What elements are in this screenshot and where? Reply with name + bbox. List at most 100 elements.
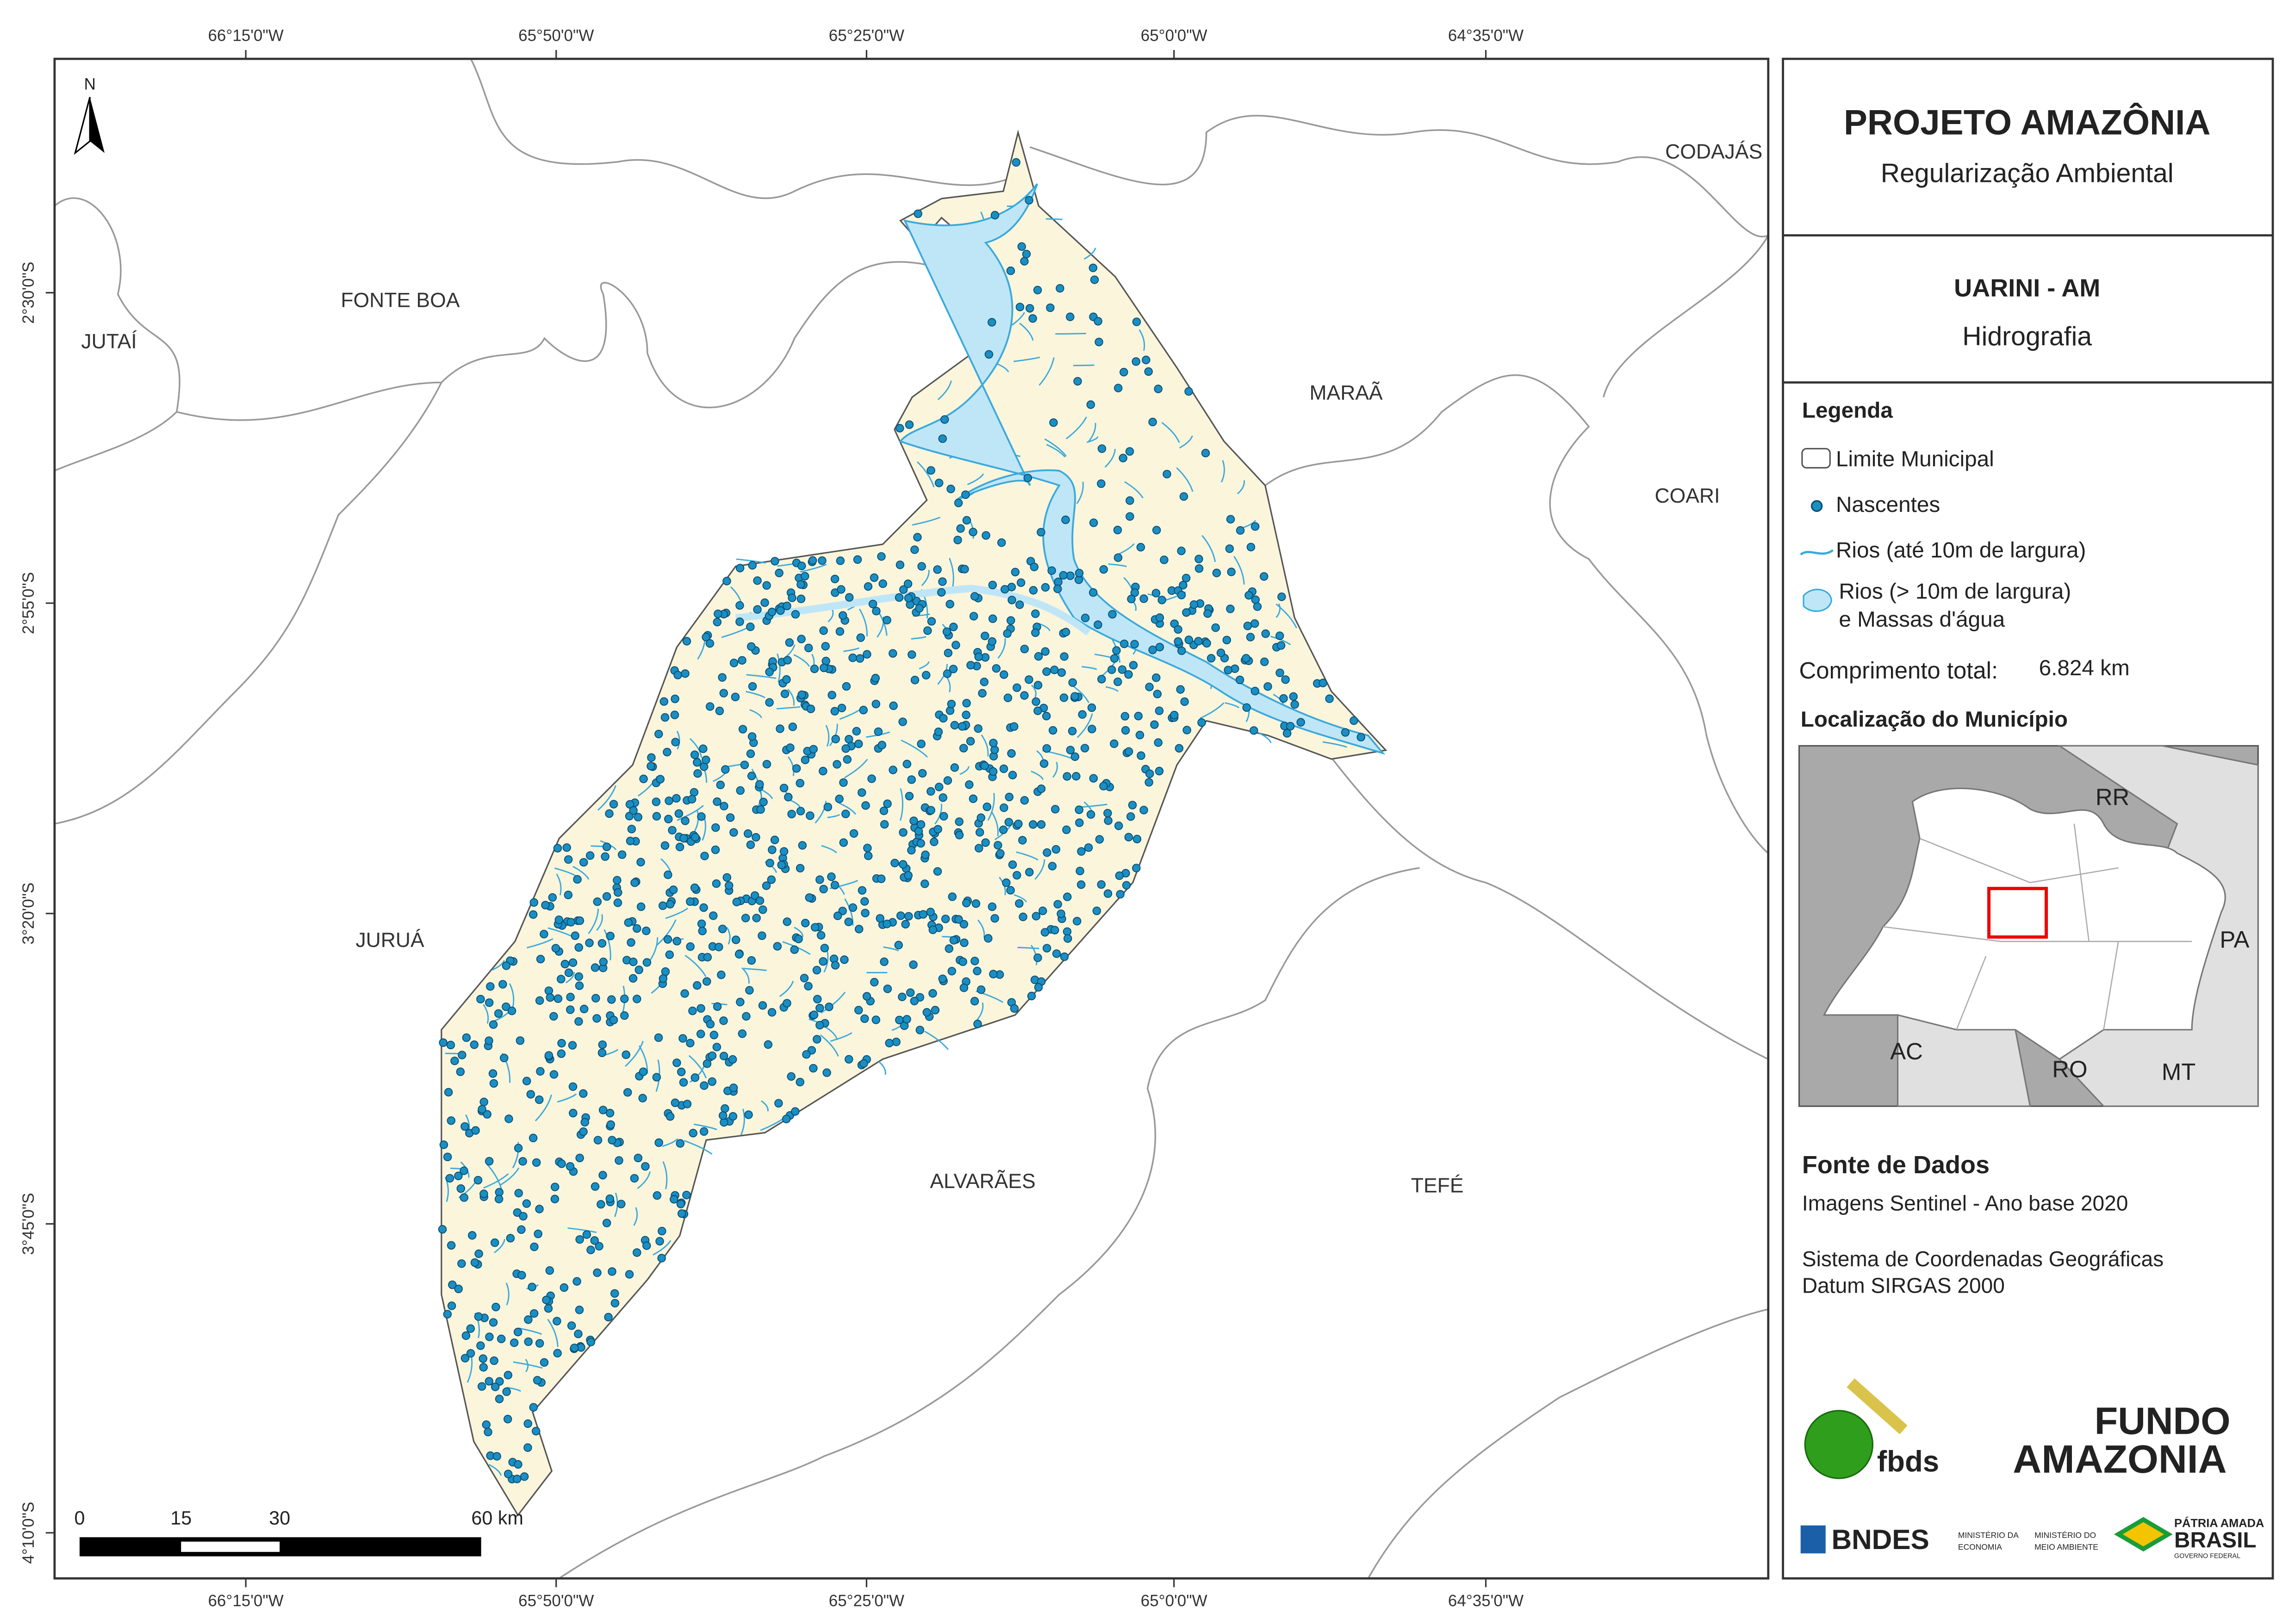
spring <box>1282 729 1292 738</box>
spring <box>1063 927 1072 936</box>
spring <box>546 993 554 1002</box>
spring <box>522 1199 531 1208</box>
spring <box>568 1041 577 1050</box>
spring <box>715 706 724 716</box>
spring <box>916 839 925 848</box>
spring <box>529 1403 538 1412</box>
spring <box>1120 367 1128 377</box>
spring <box>506 1234 515 1243</box>
spring <box>1194 637 1203 646</box>
spring <box>820 944 829 952</box>
spring <box>462 1033 471 1042</box>
spring <box>473 1176 483 1185</box>
spring <box>801 755 810 765</box>
spring <box>728 1055 737 1064</box>
spring <box>746 840 755 849</box>
spring <box>809 745 818 753</box>
spring <box>1179 581 1188 590</box>
spring <box>708 1077 716 1086</box>
logo-text: FUNDO <box>2095 1400 2231 1443</box>
spring <box>879 806 889 815</box>
spring <box>753 605 762 614</box>
spring <box>820 663 828 672</box>
spring <box>867 774 876 783</box>
spring <box>1020 691 1029 700</box>
spring <box>597 1048 607 1058</box>
spring <box>1112 646 1121 655</box>
spring <box>791 1107 800 1116</box>
spring <box>569 1108 578 1118</box>
spring <box>1029 586 1038 595</box>
total-value: 6.824 km <box>2039 656 2130 680</box>
spring <box>978 689 987 698</box>
spring <box>1092 906 1101 915</box>
spring <box>988 580 997 590</box>
spring <box>686 897 695 906</box>
spring <box>471 1126 480 1135</box>
legend-label: Rios (> 10m de largura) <box>1839 579 2071 604</box>
spring <box>461 1331 471 1340</box>
spring <box>973 966 982 976</box>
spring <box>690 833 700 842</box>
spring <box>1099 782 1108 790</box>
spring <box>759 797 768 807</box>
spring <box>976 985 986 994</box>
spring <box>586 1338 595 1346</box>
spring <box>591 994 600 1003</box>
spring <box>864 852 873 860</box>
spring <box>702 755 710 765</box>
spring <box>655 1237 664 1246</box>
spring <box>1157 596 1166 604</box>
spring <box>659 697 668 706</box>
spring <box>468 1231 477 1240</box>
spring <box>776 606 785 615</box>
spring <box>718 924 727 933</box>
spring <box>1251 595 1260 604</box>
spring <box>945 600 954 609</box>
north-label: N <box>84 75 96 93</box>
spring <box>764 1040 772 1049</box>
spring <box>1070 692 1079 701</box>
spring <box>1057 668 1066 677</box>
spring <box>1088 588 1098 597</box>
spring <box>746 749 755 758</box>
spring <box>535 996 544 1005</box>
spring <box>939 812 948 821</box>
coord-label-left: 4°10'0"S <box>19 1502 37 1564</box>
spring <box>916 820 926 829</box>
spring <box>624 918 633 927</box>
coord-label-bottom: 65°0'0"W <box>1141 1592 1207 1610</box>
spring <box>782 675 791 684</box>
spring <box>630 878 639 887</box>
spring <box>1134 712 1143 721</box>
spring <box>883 984 892 993</box>
spring <box>760 598 769 607</box>
spring <box>524 1315 533 1324</box>
spring <box>880 820 889 829</box>
spring <box>670 1195 678 1204</box>
spring <box>1088 725 1096 734</box>
spring <box>466 1324 475 1333</box>
spring <box>1107 665 1116 674</box>
spring <box>1116 890 1125 899</box>
spring <box>894 940 903 950</box>
spring <box>1113 677 1122 686</box>
spring <box>1114 384 1123 392</box>
spring <box>975 844 983 852</box>
spring <box>877 552 886 561</box>
spring <box>586 1245 595 1254</box>
spring <box>567 1321 576 1330</box>
spring <box>454 1171 463 1181</box>
spring <box>1155 766 1164 776</box>
spring <box>678 1034 687 1043</box>
spring <box>446 1040 455 1050</box>
spring <box>1037 820 1046 829</box>
spring <box>443 1152 452 1162</box>
spring <box>1152 526 1161 535</box>
spring <box>841 809 850 818</box>
spring <box>1027 991 1036 1001</box>
municipal-boundary <box>176 261 927 421</box>
spring <box>1034 983 1043 992</box>
scale-label: 60 km <box>471 1507 523 1529</box>
spring <box>517 1225 526 1234</box>
